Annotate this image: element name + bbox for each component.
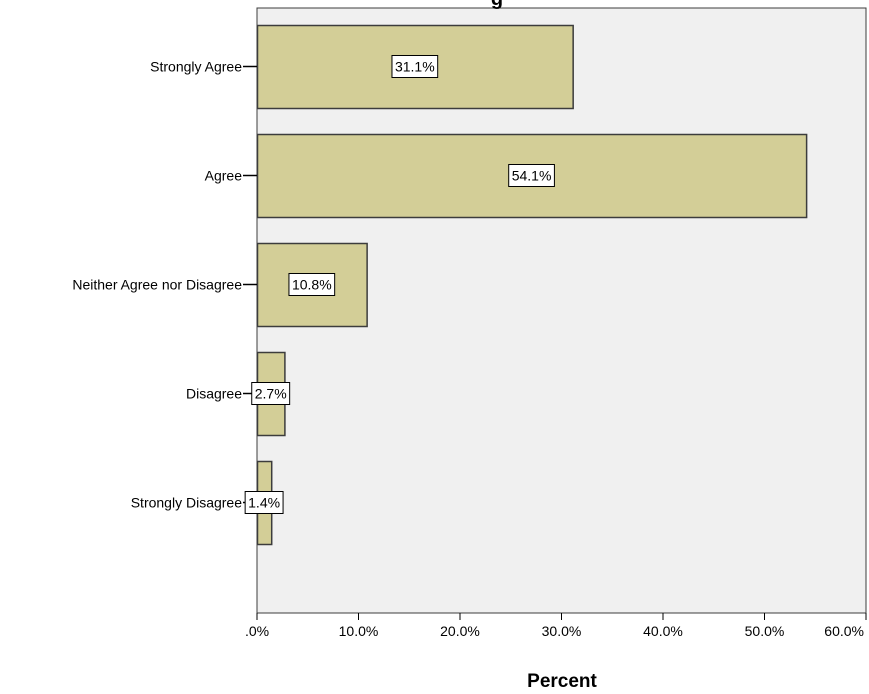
data-label-box [391, 55, 439, 78]
data-label: 54.1% [508, 164, 555, 187]
data-label: 2.7% [251, 382, 291, 405]
data-label-box [244, 491, 284, 514]
category-label-strongly-disagree: Strongly Disagree [131, 495, 242, 511]
category-label-disagree: Disagree [186, 386, 242, 402]
chart-title: g [491, 0, 503, 10]
data-label-box [251, 382, 291, 405]
x-axis-title: Percent [527, 671, 597, 692]
data-label-text: 10.8% [292, 277, 332, 293]
x-tick-label: 60.0% [824, 623, 864, 639]
category-label-strongly-agree: Strongly Agree [150, 59, 242, 75]
category-label-neither-agree-nor-disagree: Neither Agree nor Disagree [72, 277, 242, 293]
data-labels: 31.1% 54.1% 10.8% 2.7% 1.4% [244, 55, 555, 514]
data-label: 31.1% [391, 55, 439, 78]
x-tick-label: 50.0% [745, 623, 785, 639]
data-label-text: 1.4% [248, 495, 280, 511]
category-label-agree: Agree [205, 168, 243, 184]
data-label: 1.4% [244, 491, 284, 514]
x-tick-label: .0% [245, 623, 269, 639]
data-label-box [288, 273, 336, 296]
data-label-box [508, 164, 555, 187]
data-label-text: 2.7% [255, 386, 287, 402]
x-tick-label: 10.0% [339, 623, 379, 639]
category-labels: Strongly Agree Agree Neither Agree nor Dis… [72, 59, 257, 511]
data-label-text: 54.1% [512, 168, 552, 184]
x-tick-label: 30.0% [542, 623, 582, 639]
x-tick-label: 20.0% [440, 623, 480, 639]
data-label: 10.8% [288, 273, 336, 296]
data-label-text: 31.1% [395, 59, 435, 75]
x-tick-label: 40.0% [643, 623, 683, 639]
x-axis: .0% 10.0% 20.0% 30.0% 40.0% 50.0% 60.0% [245, 612, 867, 639]
